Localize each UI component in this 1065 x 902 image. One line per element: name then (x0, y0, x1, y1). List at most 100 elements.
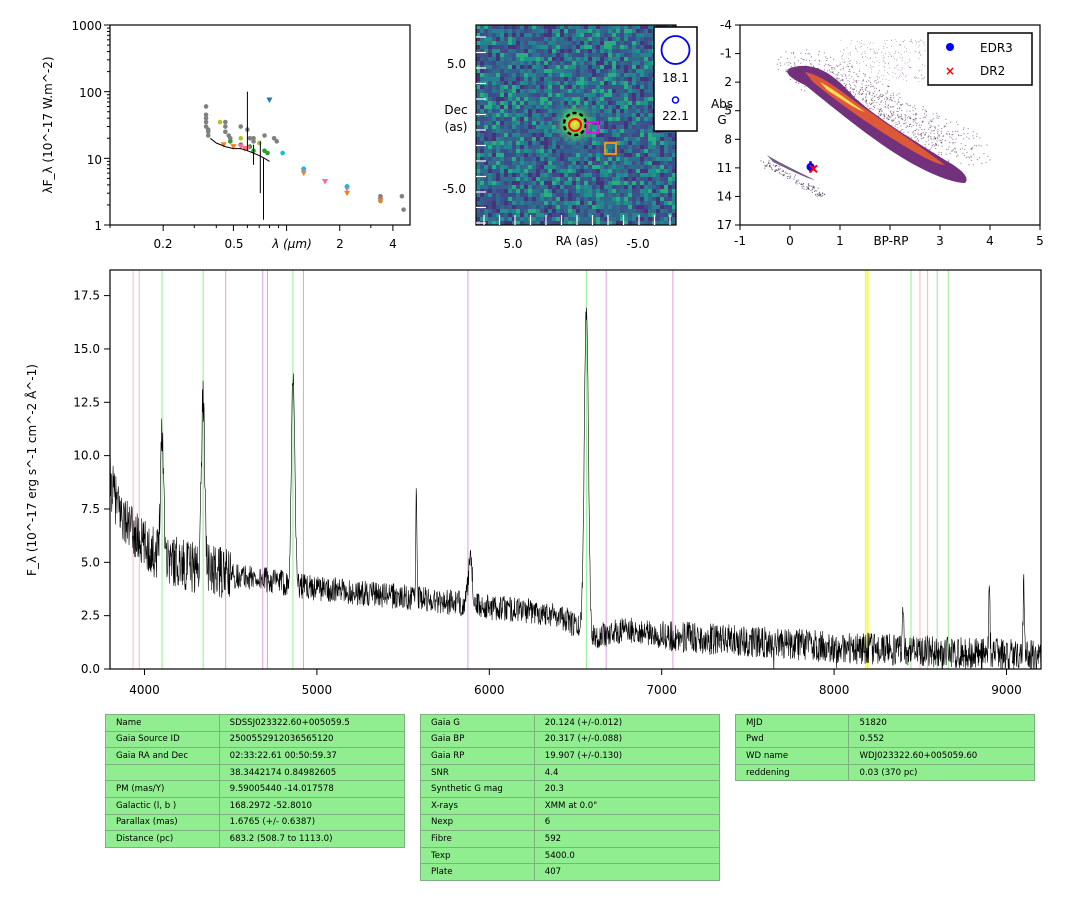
image-pixel (556, 189, 560, 193)
image-pixel (560, 185, 564, 189)
hr-background-star (985, 161, 987, 164)
image-pixel (588, 89, 592, 93)
image-pixel (656, 141, 660, 145)
image-pixel (520, 45, 524, 49)
image-pixel (484, 185, 488, 189)
image-pixel (632, 121, 636, 125)
image-pixel (560, 77, 564, 81)
hr-background-star (868, 108, 871, 110)
image-pixel (524, 173, 528, 177)
image-pixel (580, 41, 584, 45)
image-pixel (640, 177, 644, 181)
image-pixel (656, 221, 660, 225)
image-pixel (524, 141, 528, 145)
image-pixel (524, 221, 528, 225)
image-pixel (624, 177, 628, 181)
image-pixel (572, 45, 576, 49)
hr-background-star (929, 127, 931, 129)
image-pixel (672, 133, 676, 137)
image-pixel (508, 189, 512, 193)
image-pixel (528, 177, 532, 181)
image-pixel (612, 161, 616, 165)
hr-background-star (848, 83, 851, 85)
image-pixel (568, 181, 572, 185)
hr-background-star (814, 194, 816, 196)
hr-background-star (879, 77, 881, 79)
image-pixel (560, 193, 564, 197)
image-pixel (640, 217, 644, 221)
image-pixel (608, 201, 612, 205)
hr-background-star (854, 47, 856, 49)
image-pixel (608, 149, 612, 153)
image-pixel (564, 49, 568, 53)
image-pixel (608, 29, 612, 33)
image-pixel (604, 221, 608, 225)
hr-background-star (922, 117, 924, 119)
hr-background-star (907, 65, 909, 67)
image-pixel (644, 189, 648, 193)
image-pixel (520, 93, 524, 97)
hr-background-star (865, 100, 867, 102)
image-pixel (552, 57, 556, 61)
hr-background-star (863, 43, 865, 45)
image-pixel (592, 25, 596, 29)
sed-data-point (262, 133, 267, 138)
image-pixel (624, 193, 628, 197)
hr-background-star (923, 113, 926, 115)
hr-background-star (915, 112, 917, 114)
hr-background-star (893, 114, 895, 116)
image-pixel (492, 205, 496, 209)
image-pixel (528, 93, 532, 97)
image-pixel (580, 45, 584, 49)
image-pixel (556, 177, 560, 181)
image-pixel (488, 105, 492, 109)
image-pixel (544, 201, 548, 205)
hr-background-star (900, 129, 902, 131)
image-pixel (496, 129, 500, 133)
image-pixel (476, 141, 480, 145)
image-pixel (536, 137, 540, 141)
image-pixel (572, 201, 576, 205)
hr-background-star (968, 138, 970, 140)
image-pixel (568, 157, 572, 161)
sed-data-point (266, 97, 273, 103)
image-pixel (504, 45, 508, 49)
legend-dr2-marker: × (945, 64, 955, 78)
image-pixel (536, 217, 540, 221)
hr-background-star (779, 168, 781, 170)
image-pixel (612, 181, 616, 185)
image-pixel (600, 201, 604, 205)
image-pixel (612, 221, 616, 225)
hr-background-star (907, 131, 909, 133)
image-pixel (516, 77, 520, 81)
image-pixel (516, 209, 520, 213)
image-pixel (476, 85, 480, 89)
image-pixel (636, 161, 640, 165)
image-pixel (532, 133, 536, 137)
image-pixel (580, 173, 584, 177)
hr-background-star (892, 76, 894, 78)
hr-background-star (937, 129, 939, 131)
hr-background-star (838, 64, 840, 66)
image-pixel (480, 57, 484, 61)
image-pixel (532, 117, 536, 121)
hr-background-star (896, 58, 898, 60)
image-pixel (668, 145, 672, 149)
hr-background-star (872, 42, 874, 44)
image-pixel (648, 193, 652, 197)
hr-background-star (855, 73, 857, 75)
image-pixel (664, 149, 668, 153)
image-pixel (556, 141, 560, 145)
hr-background-star (780, 56, 782, 58)
image-pixel (672, 213, 676, 217)
image-pixel (476, 177, 480, 181)
image-pixel (512, 61, 516, 65)
hr-background-star (914, 108, 916, 110)
image-pixel (604, 201, 608, 205)
image-pixel (532, 65, 536, 69)
image-pixel (608, 25, 612, 29)
sed-data-point (247, 135, 253, 141)
image-pixel (552, 81, 556, 85)
hr-background-star (818, 51, 820, 53)
spectrum-ytick-label: 5.0 (81, 555, 100, 569)
